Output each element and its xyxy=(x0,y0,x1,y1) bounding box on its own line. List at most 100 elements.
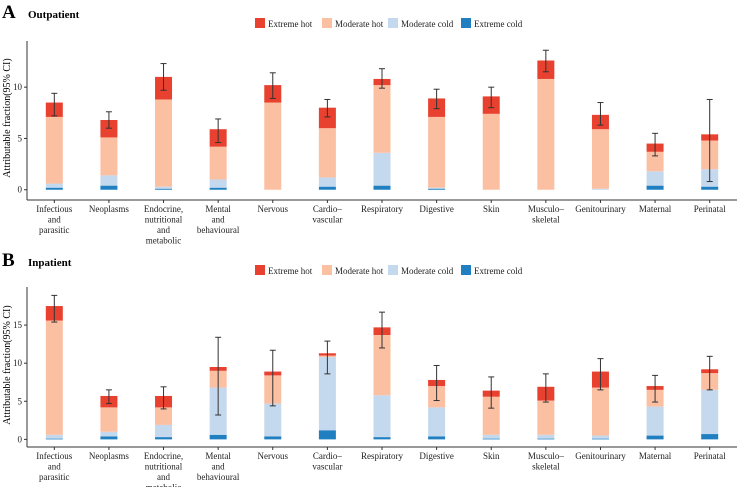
bar-segment-moderate-cold xyxy=(373,395,391,438)
error-bar xyxy=(215,118,222,144)
x-tick-label: Mental and behavioural xyxy=(197,204,240,235)
bar-segment-extreme-cold xyxy=(428,188,446,190)
bar-segment-moderate-cold xyxy=(428,187,446,189)
bar-segment-extreme-cold xyxy=(428,436,446,440)
error-bar xyxy=(652,132,659,157)
legend-swatch xyxy=(322,265,332,275)
bar-segment-moderate-hot xyxy=(373,85,391,153)
y-tick-label: 10 xyxy=(13,82,23,92)
panel-inpatient: B Inpatient Extreme hot Moderate hot Moder… xyxy=(2,250,737,487)
bar-segment-extreme-cold xyxy=(100,436,118,440)
error-bar xyxy=(269,72,276,99)
panel-title: Inpatient xyxy=(28,257,72,269)
bar-segment-extreme-cold xyxy=(646,185,664,190)
bar-segment-moderate-hot xyxy=(646,151,664,172)
error-bar xyxy=(160,386,167,410)
bar-segment-moderate-hot xyxy=(591,387,609,436)
plot-area: Infectious and parasitic Neoplasms Endocrine… xyxy=(13,41,737,246)
bar-stack xyxy=(428,98,446,190)
x-tick-label: Genitourinary xyxy=(575,451,626,461)
y-tick-label: 10 xyxy=(13,358,23,368)
error-bar xyxy=(215,336,222,416)
bar-segment-moderate-cold xyxy=(318,177,336,187)
error-bar xyxy=(542,373,549,403)
error-bar xyxy=(379,311,385,349)
bar-stack xyxy=(373,78,391,190)
error-bar xyxy=(433,88,440,110)
y-tick-label: 0 xyxy=(18,185,23,195)
error-bar xyxy=(105,111,112,129)
legend-item: Extreme cold xyxy=(461,265,523,276)
legend-item: Moderate cold xyxy=(388,18,454,29)
x-tick-label: Infectious and parasitic xyxy=(36,451,72,482)
bar-segment-moderate-hot xyxy=(428,116,446,188)
legend-label: Extreme cold xyxy=(474,19,523,29)
bar-segment-moderate-cold xyxy=(155,186,173,189)
bar-stack xyxy=(318,107,336,190)
legend-swatch xyxy=(388,18,398,28)
bar-segment-extreme-cold xyxy=(482,438,500,440)
bar-segment-moderate-cold xyxy=(701,389,719,435)
bar-stack xyxy=(537,386,555,440)
panel-outpatient: A Outpatient Extreme hot Moderate hot Mode… xyxy=(2,2,737,246)
bar-segment-extreme-cold xyxy=(701,186,719,190)
bar-stack xyxy=(100,119,118,190)
bar-segment-moderate-cold xyxy=(591,435,609,439)
bar-segment-moderate-cold xyxy=(646,171,664,186)
bar-segment-extreme-cold xyxy=(373,185,391,190)
legend-swatch xyxy=(322,18,332,28)
x-tick-label: Respiratory xyxy=(361,451,403,461)
bar-segment-extreme-cold xyxy=(537,438,555,440)
bar-segment-moderate-hot xyxy=(591,129,609,189)
x-tick-label: Infectious and parasitic xyxy=(36,204,72,235)
legend: Extreme hot Moderate hot Moderate cold Extr… xyxy=(255,18,523,29)
bar-segment-extreme-cold xyxy=(318,186,336,190)
x-tick-label: Nervous xyxy=(258,451,289,461)
x-tick-label: Mental and behavioural xyxy=(197,451,240,482)
error-bar xyxy=(706,355,713,391)
legend-item: Extreme hot xyxy=(255,265,313,276)
bar-segment-extreme-cold xyxy=(209,434,227,440)
legend-label: Extreme hot xyxy=(268,266,313,276)
x-tick-label: Musculo– skeletal xyxy=(528,204,565,225)
x-tick-label: Nervous xyxy=(258,204,289,214)
y-axis-label: Attributable fraction(95% CI) xyxy=(2,58,13,177)
x-tick-label: Cardio– vascular xyxy=(312,204,342,225)
error-bar xyxy=(379,68,385,89)
panel-letter: B xyxy=(2,250,15,271)
legend-item: Moderate cold xyxy=(388,265,454,276)
x-tick-label: Musculo– skeletal xyxy=(528,451,565,472)
legend-label: Moderate hot xyxy=(335,266,384,276)
bar-segment-moderate-hot xyxy=(482,113,500,190)
bar-segment-moderate-hot xyxy=(155,99,173,187)
x-tick-label: Digestive xyxy=(419,451,454,461)
bar-segment-moderate-cold xyxy=(45,434,63,439)
bar-segment-moderate-cold xyxy=(155,424,173,438)
legend-item: Extreme cold xyxy=(461,18,523,29)
legend-swatch xyxy=(461,18,471,28)
y-tick-label: 5 xyxy=(18,396,23,406)
bar-segment-extreme-cold xyxy=(591,438,609,440)
bar-segment-moderate-hot xyxy=(318,128,336,178)
bar-stack xyxy=(45,306,63,440)
x-tick-label: Genitourinary xyxy=(575,204,626,214)
bar-segment-moderate-hot xyxy=(537,400,555,435)
bar-segment-moderate-hot xyxy=(373,335,391,396)
panel-title: Outpatient xyxy=(28,9,80,21)
error-bar xyxy=(324,340,331,375)
bar-segment-extreme-cold xyxy=(100,185,118,190)
bar-stack xyxy=(264,85,282,190)
x-tick-label: Perinatal xyxy=(694,451,726,461)
error-bar xyxy=(433,364,440,402)
bar-stack xyxy=(537,60,555,190)
bar-stack xyxy=(155,76,173,190)
x-tick-label: Digestive xyxy=(419,204,454,214)
bar-segment-moderate-hot xyxy=(45,116,63,184)
x-tick-label: Maternal xyxy=(639,451,672,461)
panel-letter: A xyxy=(2,2,16,23)
error-bar xyxy=(160,63,167,91)
legend-label: Moderate hot xyxy=(335,19,384,29)
